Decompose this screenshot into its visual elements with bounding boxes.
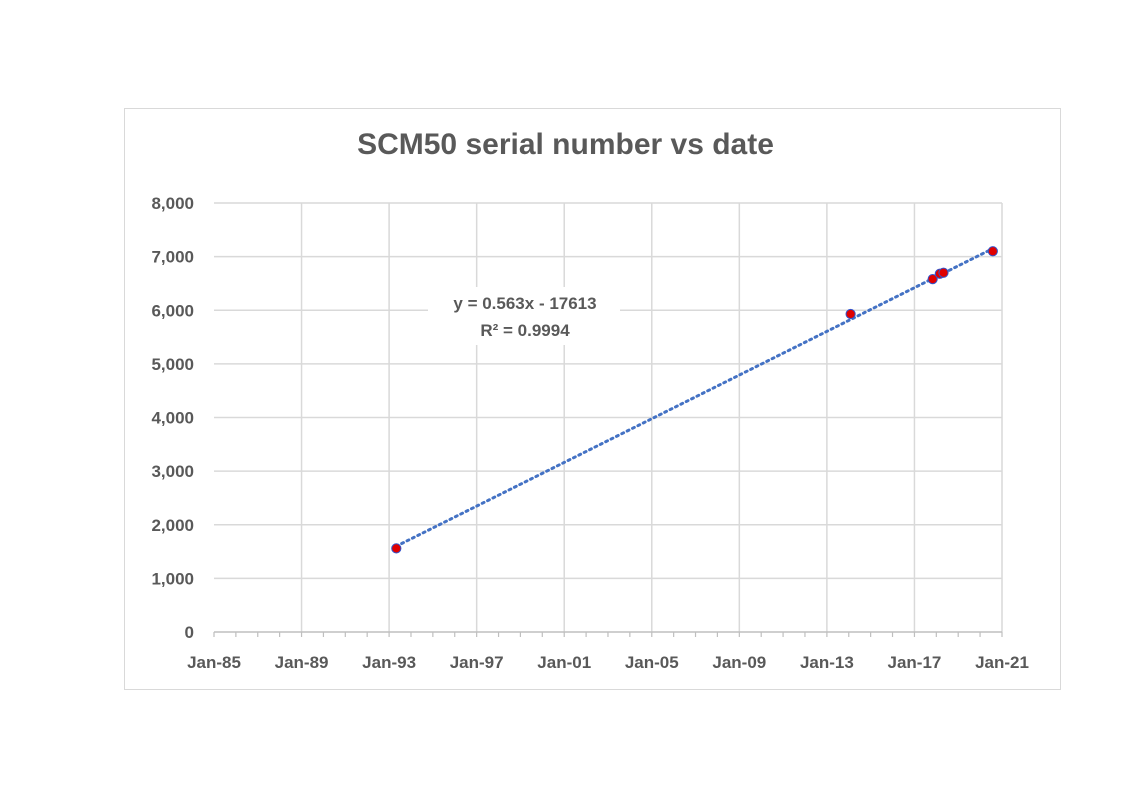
trendline-label-box xyxy=(428,287,620,345)
data-point xyxy=(845,308,856,320)
x-tick-label: Jan-89 xyxy=(275,653,329,672)
data-point xyxy=(938,267,949,278)
y-tick-label: 3,000 xyxy=(151,462,194,481)
data-point xyxy=(391,543,402,554)
chart-title: SCM50 serial number vs date xyxy=(357,128,774,161)
y-tick-label: 0 xyxy=(185,623,194,642)
data-point xyxy=(927,274,938,285)
y-tick-label: 2,000 xyxy=(151,516,194,535)
y-tick-label: 6,000 xyxy=(151,301,194,320)
x-tick-label: Jan-13 xyxy=(800,653,854,672)
trendline-r-squared: R² = 0.9994 xyxy=(480,321,570,340)
x-tick-label: Jan-21 xyxy=(975,653,1029,672)
y-tick-label: 8,000 xyxy=(151,194,194,213)
chart-area xyxy=(124,108,1061,690)
y-tick-label: 1,000 xyxy=(151,569,194,588)
x-tick-label: Jan-97 xyxy=(450,653,504,672)
data-point xyxy=(987,246,998,257)
y-tick-label: 7,000 xyxy=(151,248,194,267)
x-tick-label: Jan-09 xyxy=(712,653,766,672)
x-tick-label: Jan-01 xyxy=(537,653,591,672)
x-tick-label: Jan-05 xyxy=(625,653,679,672)
trendline xyxy=(394,247,995,548)
y-tick-label: 5,000 xyxy=(151,355,194,374)
x-tick-label: Jan-85 xyxy=(187,653,241,672)
y-tick-label: 4,000 xyxy=(151,409,194,428)
x-tick-label: Jan-93 xyxy=(362,653,416,672)
x-tick-label: Jan-17 xyxy=(888,653,942,672)
trendline-equation: y = 0.563x - 17613 xyxy=(453,294,596,313)
